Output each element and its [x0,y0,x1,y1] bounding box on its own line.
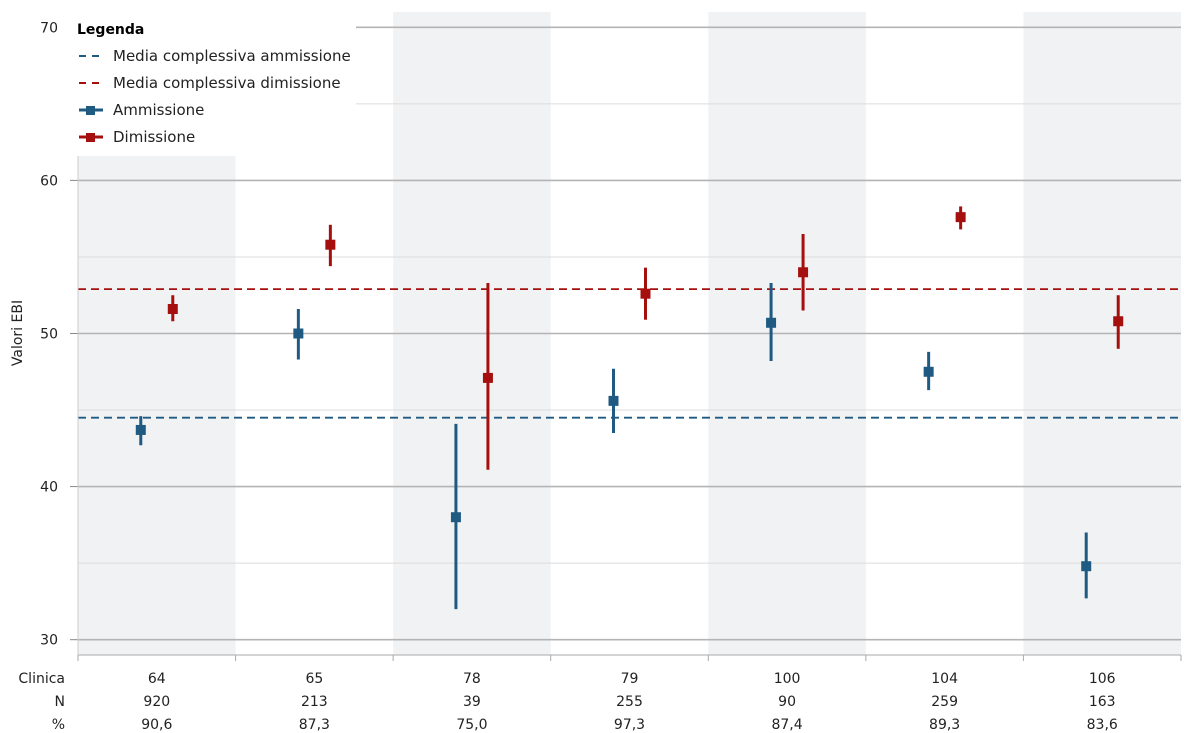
y-tick-label-50: 50 [40,327,58,343]
legend-entry-1-label: Media complessiva ammissione [113,47,351,65]
table-cell-n-79: 255 [616,694,643,710]
table-cell-n-104: 259 [931,694,958,710]
table-cell-clinica-65: 65 [305,671,323,687]
y-tick-label-60: 60 [40,173,58,189]
legend-background [62,12,356,156]
y-tick-label-40: 40 [40,480,58,496]
y-tick-label-30: 30 [40,633,58,649]
dimissione-point-104 [955,212,966,223]
table-cell-n-106: 163 [1089,694,1116,710]
table-cell-clinica-100: 100 [774,671,801,687]
legend-title: Legenda [77,22,144,38]
table-cell-n-65: 213 [301,694,328,710]
y-tick-labels: 30 40 50 60 70 [40,20,78,649]
y-axis-label: Valori EBI [10,300,26,366]
table-cell-clinica-64: 64 [148,671,166,687]
ammissione-point-100 [766,317,777,328]
table-cell-pct-106: 83,6 [1087,717,1118,733]
ammissione-point-106 [1081,561,1092,572]
dimissione-point-106 [1113,316,1124,327]
y-tick-label-70: 70 [40,20,58,36]
dimissione-point-64 [167,304,178,315]
dimissione-point-78 [482,372,493,383]
ammissione-point-65 [293,328,304,339]
legend: Legenda Media complessiva ammissioneMedi… [62,12,356,156]
ammissione-point-78 [450,512,461,523]
legend-entries: Media complessiva ammissione Media comple… [79,47,351,146]
ammissione-point-64 [135,424,146,435]
dimissione-point-65 [325,239,336,250]
ammissione-point-79 [608,395,619,406]
legend-entry-3-label: Ammissione [113,101,204,119]
table-cell-clinica-104: 104 [931,671,958,687]
table-cell-n-100: 90 [778,694,796,710]
table-cell-clinica-106: 106 [1089,671,1116,687]
table-cell-clinica-78: 78 [463,671,481,687]
legend-entry-2-label: Media complessiva dimissione [113,74,341,92]
table-row-label-pct: % [52,717,65,733]
category-table: Clinica 64 65 78 79 100 104 106 N 920 213 39 255 90 25… [18,655,1182,733]
table-cell-n-78: 39 [463,694,481,710]
table-cell-pct-65: 87,3 [299,717,330,733]
dimissione-point-79 [640,288,651,299]
table-cell-pct-104: 89,3 [929,717,960,733]
legend-entry-3-marker [86,106,95,115]
table-row-label-clinica: Clinica [18,671,65,687]
table-cell-pct-100: 87,4 [771,717,802,733]
ammissione-point-104 [923,366,934,377]
table-row-label-n: N [55,694,65,710]
reference-lines [78,288,1181,419]
data-marks [135,206,1124,610]
table-cell-clinica-79: 79 [621,671,639,687]
table-cell-pct-64: 90,6 [141,717,172,733]
table-cell-n-64: 920 [143,694,170,710]
dimissione-point-100 [798,267,809,278]
legend-entry-4-label: Dimissione [113,128,195,146]
table-cell-pct-79: 97,3 [614,717,645,733]
table-cell-pct-78: 75,0 [456,717,487,733]
legend-entry-4-marker [86,133,95,142]
